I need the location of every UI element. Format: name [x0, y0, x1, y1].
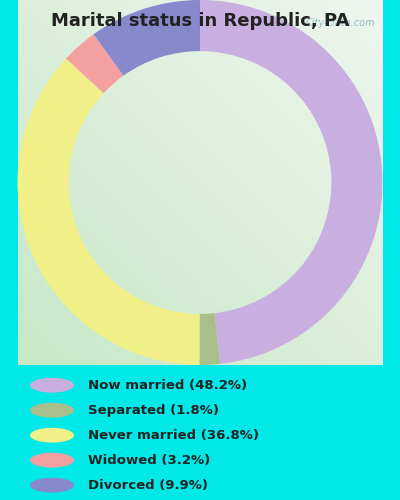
Text: Marital status in Republic, PA: Marital status in Republic, PA — [51, 12, 349, 30]
Text: Divorced (9.9%): Divorced (9.9%) — [88, 478, 208, 492]
Wedge shape — [18, 58, 200, 365]
Circle shape — [30, 378, 74, 392]
Wedge shape — [200, 0, 382, 364]
Circle shape — [30, 428, 74, 442]
Text: Never married (36.8%): Never married (36.8%) — [88, 428, 259, 442]
Text: Now married (48.2%): Now married (48.2%) — [88, 379, 247, 392]
Text: Separated (1.8%): Separated (1.8%) — [88, 404, 219, 416]
Wedge shape — [94, 0, 200, 76]
Circle shape — [30, 453, 74, 468]
Circle shape — [30, 403, 74, 417]
Wedge shape — [200, 313, 220, 365]
Text: Widowed (3.2%): Widowed (3.2%) — [88, 454, 210, 466]
Text: City-Data.com: City-Data.com — [306, 18, 375, 28]
Wedge shape — [66, 34, 123, 93]
Circle shape — [30, 478, 74, 492]
